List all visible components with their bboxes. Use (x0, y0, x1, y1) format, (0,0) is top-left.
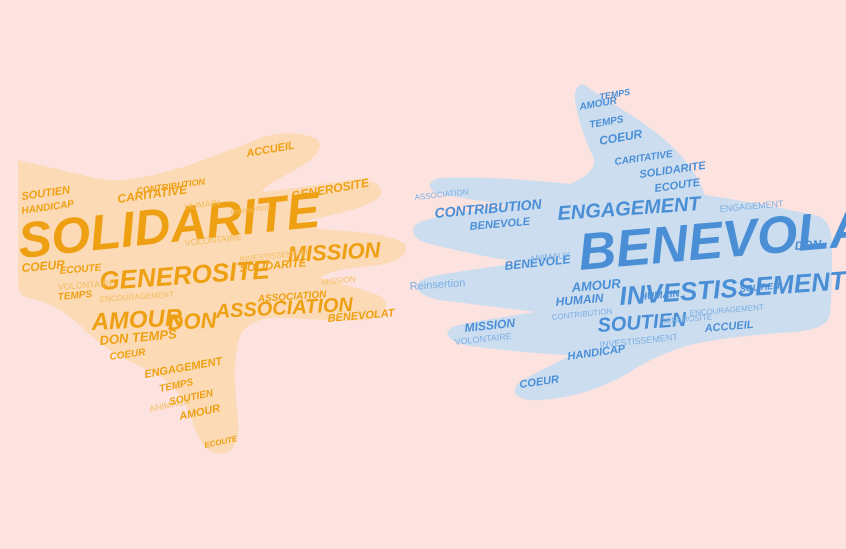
left-word-coeur: COEUR (109, 347, 147, 363)
left-word-mission: MISSION (321, 274, 356, 287)
right-hand-words: BENEVOLATINVESTISSEMENTENGAGEMENTCONTRIB… (409, 87, 846, 391)
left-word-volontaire: VOLONTAIRE (57, 278, 115, 292)
right-word-amour: AMOUR (570, 276, 622, 295)
right-word-mission: MISSION (464, 316, 516, 335)
left-word-ecoute: ECOUTE (59, 262, 102, 277)
right-word-humain: HUMAIN (555, 291, 604, 309)
left-word-association: ASSOCIATION (256, 289, 327, 305)
left-word-don: DON (167, 307, 218, 335)
right-word-don: DON (794, 237, 822, 253)
right-word-benevole: BENEVOLE (469, 216, 531, 233)
right-word-reinsertion: Reinsertion (409, 277, 465, 293)
right-word-coeur: COEUR (519, 374, 560, 391)
left-word-temps: TEMPS (57, 289, 93, 303)
right-hand-word-cloud (413, 84, 832, 401)
right-word-animaux: ANIMAUX (529, 250, 571, 264)
right-hand-shape (413, 84, 832, 401)
left-word-don-temps: DON TEMPS (99, 326, 178, 348)
left-word-benevolat: BENEVOLAT (327, 307, 396, 325)
left-word-mission: MISSION (287, 237, 382, 267)
right-word-soutien: SOUTIEN (739, 281, 780, 294)
right-word-humain: HUMAIN (639, 288, 681, 303)
left-hand-shape (18, 133, 406, 454)
right-word-accueil: ACCUEIL (703, 319, 754, 335)
left-word-solidarite: SOLIDARITE (239, 257, 307, 275)
left-word-humain: HUMAIN (184, 197, 221, 212)
left-word-amour: AMOUR (90, 304, 184, 336)
left-word-coeur: COEUR (21, 257, 66, 275)
right-word-benevole: BENEVOLE (504, 252, 572, 273)
left-hand-word-cloud (18, 133, 406, 454)
